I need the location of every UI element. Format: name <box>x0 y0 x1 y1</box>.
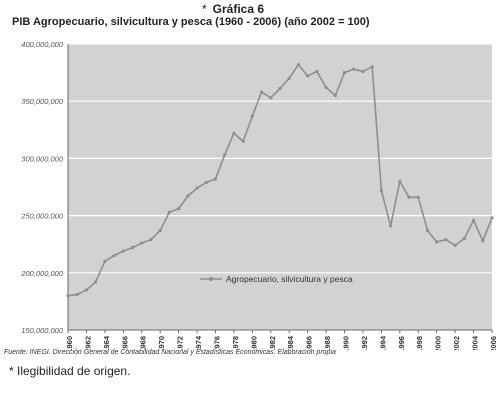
x-tick-label: 1996 <box>397 336 406 350</box>
x-tick-label: 1968 <box>139 336 148 350</box>
x-tick-label: 1964 <box>102 335 111 350</box>
data-point <box>121 249 125 253</box>
x-tick-label: 2000 <box>434 336 443 350</box>
x-tick-label: 1986 <box>305 336 314 350</box>
data-point <box>195 186 199 190</box>
x-tick-label: 1982 <box>268 336 277 350</box>
data-point <box>167 210 171 214</box>
y-tick-label: 350,000,000 <box>21 97 64 106</box>
chart-number: Gráfica 6 <box>212 2 265 16</box>
plot-area <box>68 44 492 330</box>
data-point <box>66 294 70 298</box>
data-point <box>306 74 310 78</box>
x-tick-label: 1972 <box>176 336 185 350</box>
x-tick-label: 1990 <box>342 336 351 350</box>
data-point <box>389 224 393 228</box>
x-tick-label: 1998 <box>415 336 424 350</box>
y-tick-label: 150,000,000 <box>21 326 64 335</box>
x-tick-label: 1962 <box>83 336 92 350</box>
legend-swatch-marker <box>209 277 213 281</box>
x-tick-label: 1994 <box>378 335 387 350</box>
data-point <box>130 246 135 250</box>
grid-lines <box>68 43 492 274</box>
data-point <box>416 195 420 199</box>
x-tick-label: 1970 <box>157 336 166 350</box>
data-point <box>177 207 181 211</box>
data-point <box>342 71 347 75</box>
y-tick-label: 250,000,000 <box>20 212 64 221</box>
data-point <box>112 254 116 258</box>
x-tick-label: 1976 <box>212 336 221 350</box>
data-point <box>462 236 466 241</box>
y-tick-label: 400,000,000 <box>21 40 64 49</box>
line-chart: 150,000,000 200,000,000 250,000,000 300,000… <box>20 40 498 350</box>
data-point <box>149 238 153 242</box>
data-point <box>232 131 236 135</box>
x-tick-label: 2004 <box>471 335 480 350</box>
data-point <box>361 69 365 74</box>
x-tick-label: 1988 <box>323 336 332 350</box>
axes: 150,000,000 200,000,000 250,000,000 300,000… <box>20 40 498 350</box>
data-point <box>296 62 301 67</box>
chart-title: PIB Agropecuario, silvicultura y pesca (… <box>12 16 370 28</box>
data-point <box>103 259 107 263</box>
legend: Agropecuario, silvicultura y pesca <box>200 274 353 284</box>
source-note: Fuente: INEGI. Dirección General de Cont… <box>4 349 336 356</box>
data-point <box>435 240 439 244</box>
data-point <box>75 292 79 297</box>
data-point <box>140 241 144 245</box>
x-tick-label: 1966 <box>120 336 129 350</box>
chart-label: * Gráfica 6 <box>202 2 264 16</box>
data-point <box>84 288 89 292</box>
data-point <box>315 69 319 74</box>
data-point <box>324 85 328 90</box>
x-tick-label: 1992 <box>360 336 369 350</box>
data-point <box>425 228 430 233</box>
illegibility-note: * Ilegibilidad de origen. <box>9 364 131 378</box>
data-point <box>333 93 337 98</box>
x-tick-label: 2002 <box>452 336 461 350</box>
data-point <box>158 228 162 233</box>
data-point <box>213 177 218 181</box>
data-point <box>278 87 282 91</box>
data-point <box>259 90 264 94</box>
y-tick-label: 200,000,000 <box>20 269 64 278</box>
x-tick-label: 1984 <box>286 335 295 350</box>
legend-label: Agropecuario, silvicultura y pesca <box>226 274 353 284</box>
x-tick-label: 1980 <box>249 336 258 350</box>
data-point <box>471 218 476 222</box>
data-point <box>481 239 485 243</box>
series-layer <box>66 62 494 298</box>
data-point <box>223 153 227 157</box>
data-point <box>241 139 245 143</box>
data-point <box>398 179 402 183</box>
data-point <box>407 195 411 199</box>
plot-background <box>68 44 492 330</box>
data-point <box>370 65 374 69</box>
y-tick-label: 300,000,000 <box>21 154 64 163</box>
x-tick-label: 1960 <box>65 336 74 350</box>
x-tick-label: 2006 <box>489 336 498 350</box>
illegible-asterisk: * <box>202 2 207 16</box>
data-point <box>453 243 457 247</box>
data-point <box>269 96 273 100</box>
x-tick-label: 1974 <box>194 335 203 350</box>
data-point <box>287 76 291 80</box>
data-point <box>94 280 98 284</box>
data-point <box>490 216 494 220</box>
data-point <box>250 114 254 118</box>
data-point <box>444 238 448 242</box>
data-point <box>204 180 208 185</box>
data-point <box>379 188 383 193</box>
x-tick-label: 1978 <box>231 336 240 350</box>
data-point <box>186 194 190 198</box>
data-point <box>352 67 356 71</box>
